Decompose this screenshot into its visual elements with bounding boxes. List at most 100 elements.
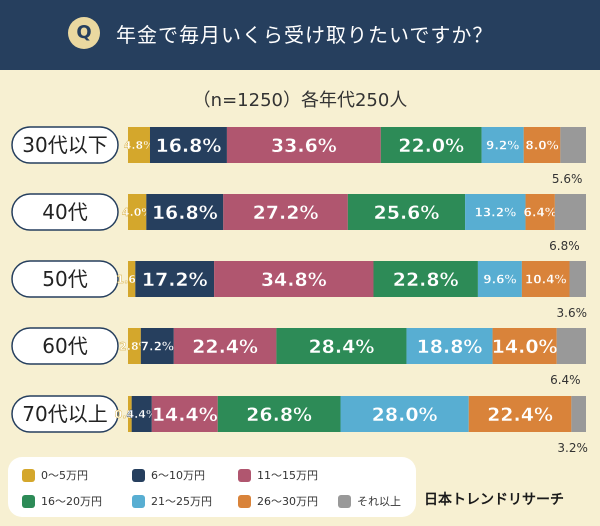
- category-pill: [11, 395, 119, 433]
- legend-item: 11〜15万円: [238, 467, 318, 483]
- legend-label: 21〜25万円: [151, 495, 212, 508]
- legend-label: 16〜20万円: [41, 495, 102, 508]
- legend-item: 16〜20万円: [22, 493, 102, 509]
- data-label: 22.4%: [487, 404, 553, 426]
- data-label: 22.8%: [393, 269, 459, 291]
- bar-segment: [481, 127, 524, 163]
- data-label: 3.6%: [557, 306, 588, 320]
- data-label: 8.0%: [525, 138, 558, 152]
- data-label: 6.4%: [550, 373, 581, 387]
- data-label: 4.8%: [124, 139, 155, 152]
- bar-segment: [131, 396, 152, 432]
- data-label: 9.6%: [483, 272, 516, 286]
- bar-segment: [135, 261, 215, 297]
- data-label: 16.8%: [155, 135, 221, 157]
- category-pill: [11, 193, 119, 231]
- bar-segment: [492, 328, 557, 364]
- bar-segment: [521, 261, 570, 297]
- bar-segment: [223, 194, 348, 230]
- data-label: 9.2%: [486, 138, 519, 152]
- legend: 0〜5万円 6〜10万円 11〜15万円 16〜20万円 21〜25万円 26〜…: [8, 457, 416, 517]
- legend-swatch: [22, 494, 35, 508]
- legend-item: 0〜5万円: [22, 467, 88, 483]
- data-label: 17.2%: [142, 269, 208, 291]
- category-label: 70代以上: [22, 402, 107, 426]
- sample-size-label: （n=1250）各年代250人: [192, 90, 408, 111]
- header-bar: Q 年金で毎月いくら受け取りたいですか？: [0, 0, 600, 70]
- legend-swatch: [132, 494, 145, 508]
- legend-swatch: [238, 494, 251, 508]
- category-label: 50代: [42, 267, 87, 291]
- bar-segment: [571, 396, 586, 432]
- data-label: 34.8%: [261, 269, 327, 291]
- data-label: 7.2%: [141, 339, 174, 353]
- category-label: 60代: [42, 334, 87, 358]
- legend-label: 0〜5万円: [41, 469, 88, 482]
- data-label: 18.8%: [417, 336, 483, 358]
- data-label: 22.4%: [192, 336, 258, 358]
- bar-segment: [477, 261, 522, 297]
- category-label: 40代: [42, 200, 87, 224]
- legend-swatch: [132, 468, 145, 482]
- bar-segment: [128, 328, 141, 364]
- data-label: 28.0%: [372, 404, 438, 426]
- brand-logo-text: 日本トレンドリサーチ: [424, 492, 564, 508]
- bar-segment: [465, 194, 526, 230]
- data-label: 16.8%: [152, 202, 218, 224]
- bar-segment: [226, 127, 381, 163]
- data-label: 4.0%: [122, 206, 153, 219]
- legend-item: 26〜30万円: [238, 493, 318, 509]
- data-label: 33.6%: [271, 135, 337, 157]
- bar-segment: [149, 127, 227, 163]
- bar-segment: [373, 261, 478, 297]
- bar-segment: [128, 261, 136, 297]
- bar-segment: [406, 328, 493, 364]
- data-label: 26.8%: [246, 404, 312, 426]
- legend-label: 26〜30万円: [257, 495, 318, 508]
- bar-segment: [468, 396, 572, 432]
- legend-item: 21〜25万円: [132, 493, 212, 509]
- bar-segment: [146, 194, 224, 230]
- bar-segment: [560, 127, 586, 163]
- bar-segment: [569, 261, 586, 297]
- data-label: 4.4%: [126, 408, 157, 421]
- bar-segment: [128, 194, 147, 230]
- legend-label: それ以上: [357, 495, 401, 508]
- bar-segment: [214, 261, 374, 297]
- category-label: 30代以下: [22, 133, 107, 157]
- data-label: 14.0%: [492, 336, 558, 358]
- bar-segment: [340, 396, 469, 432]
- legend-swatch: [338, 494, 351, 508]
- bar-segment: [128, 396, 132, 432]
- bar-segment: [140, 328, 174, 364]
- legend-swatch: [238, 468, 251, 482]
- legend-label: 11〜15万円: [257, 469, 318, 482]
- data-label: 25.6%: [374, 202, 440, 224]
- bar-segment: [347, 194, 466, 230]
- data-label: 6.4%: [524, 205, 557, 219]
- data-label: 22.0%: [398, 135, 464, 157]
- question-title: 年金で毎月いくら受け取りたいですか？: [116, 23, 494, 47]
- data-label: 5.6%: [552, 172, 583, 186]
- bar-segment: [525, 194, 555, 230]
- legend-swatch: [22, 468, 35, 482]
- data-label: 28.4%: [308, 336, 374, 358]
- bar-segment: [380, 127, 482, 163]
- legend-label: 6〜10万円: [151, 469, 205, 482]
- data-label: 27.2%: [253, 202, 319, 224]
- bar-segment: [276, 328, 407, 364]
- data-label: 3.2%: [557, 441, 588, 455]
- bar-segment: [217, 396, 341, 432]
- category-pill: [11, 327, 119, 365]
- data-label: 10.4%: [525, 272, 567, 286]
- category-pill: [11, 126, 119, 164]
- legend-item: 6〜10万円: [132, 467, 205, 483]
- bar-segment: [523, 127, 561, 163]
- bar-segment: [128, 127, 150, 163]
- data-label: 6.8%: [549, 239, 580, 253]
- data-label: 13.2%: [474, 205, 516, 219]
- bar-segment: [554, 194, 586, 230]
- category-pill: [11, 260, 119, 298]
- bar-segment: [173, 328, 277, 364]
